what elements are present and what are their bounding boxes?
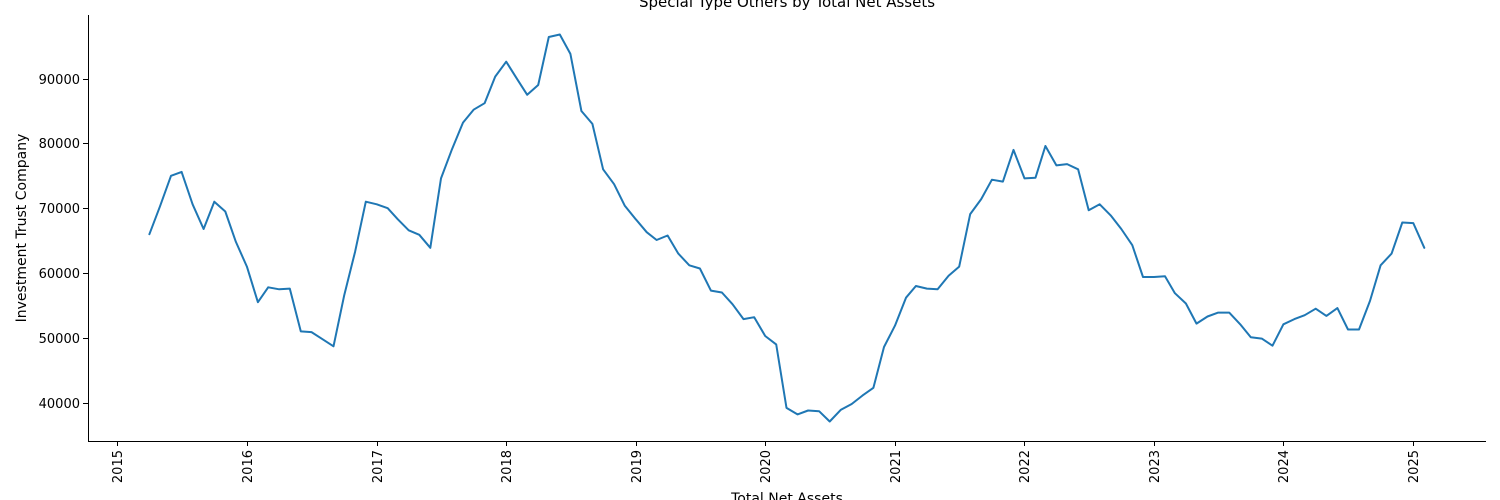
y-tick-label: 80000	[39, 137, 80, 152]
x-tick-label: 2019	[630, 450, 645, 483]
x-tick-label: 2021	[889, 450, 904, 483]
x-tick-label: 2022	[1018, 450, 1033, 483]
y-tick-label: 90000	[39, 73, 80, 88]
series-line	[148, 33, 1426, 423]
x-tick-label: 2018	[500, 450, 515, 483]
x-axis-ticks: 2015 2016 2017 2018 2019 2020 2021 2022 2023 2024…	[111, 441, 1422, 483]
y-tick-label: 50000	[39, 332, 80, 347]
x-tick-label: 2025	[1407, 450, 1422, 483]
y-axis-ticks: 40000 50000 60000 70000 80000 90000	[39, 73, 88, 412]
x-axis-title: Total Net Assets	[730, 491, 843, 500]
x-tick-label: 2020	[759, 450, 774, 483]
y-axis-title: Investment Trust Company	[14, 134, 30, 323]
y-tick-label: 40000	[39, 397, 80, 412]
x-tick-label: 2015	[111, 450, 126, 483]
x-tick-label: 2017	[371, 450, 386, 483]
y-tick-label: 60000	[39, 267, 80, 282]
y-tick-label: 70000	[39, 202, 80, 217]
chart-title: Special Type Others by Total Net Assets	[639, 0, 935, 11]
x-tick-label: 2024	[1277, 450, 1292, 483]
x-tick-label: 2016	[241, 450, 256, 483]
x-tick-label: 2023	[1148, 450, 1163, 483]
